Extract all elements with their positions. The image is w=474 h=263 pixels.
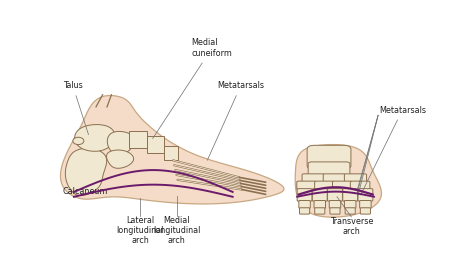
- Polygon shape: [295, 145, 382, 217]
- FancyBboxPatch shape: [297, 181, 316, 190]
- FancyBboxPatch shape: [302, 174, 324, 183]
- Polygon shape: [75, 125, 115, 151]
- Polygon shape: [107, 132, 134, 154]
- FancyBboxPatch shape: [315, 208, 325, 214]
- Polygon shape: [65, 148, 107, 196]
- FancyBboxPatch shape: [332, 181, 352, 190]
- FancyBboxPatch shape: [345, 208, 355, 214]
- FancyBboxPatch shape: [330, 208, 340, 214]
- FancyBboxPatch shape: [299, 200, 310, 208]
- Text: Lateral
longitudinal
arch: Lateral longitudinal arch: [117, 216, 164, 245]
- FancyBboxPatch shape: [345, 200, 356, 208]
- FancyBboxPatch shape: [350, 181, 370, 190]
- Text: Metatarsals: Metatarsals: [361, 105, 426, 195]
- Polygon shape: [107, 150, 134, 168]
- FancyBboxPatch shape: [312, 189, 327, 201]
- Text: Medial
cuneiform: Medial cuneiform: [153, 38, 232, 139]
- FancyBboxPatch shape: [323, 174, 346, 183]
- Text: Metatarsals: Metatarsals: [207, 81, 264, 160]
- Polygon shape: [164, 146, 178, 160]
- Polygon shape: [129, 131, 146, 148]
- Text: Transverse
arch: Transverse arch: [329, 217, 373, 236]
- FancyBboxPatch shape: [300, 208, 310, 214]
- FancyBboxPatch shape: [315, 181, 334, 190]
- FancyBboxPatch shape: [360, 200, 371, 208]
- FancyBboxPatch shape: [308, 162, 350, 176]
- FancyBboxPatch shape: [358, 189, 373, 201]
- FancyBboxPatch shape: [328, 189, 342, 201]
- Ellipse shape: [73, 137, 84, 145]
- FancyBboxPatch shape: [329, 200, 341, 208]
- Text: Talus: Talus: [63, 81, 89, 135]
- Polygon shape: [61, 95, 284, 204]
- FancyBboxPatch shape: [314, 200, 326, 208]
- FancyBboxPatch shape: [307, 145, 351, 169]
- FancyBboxPatch shape: [360, 208, 371, 214]
- FancyBboxPatch shape: [345, 174, 366, 183]
- FancyBboxPatch shape: [297, 189, 312, 201]
- Text: Calcaneum: Calcaneum: [63, 186, 108, 196]
- FancyBboxPatch shape: [343, 189, 357, 201]
- Polygon shape: [146, 136, 164, 153]
- Text: Medial
longitudinal
arch: Medial longitudinal arch: [153, 216, 201, 245]
